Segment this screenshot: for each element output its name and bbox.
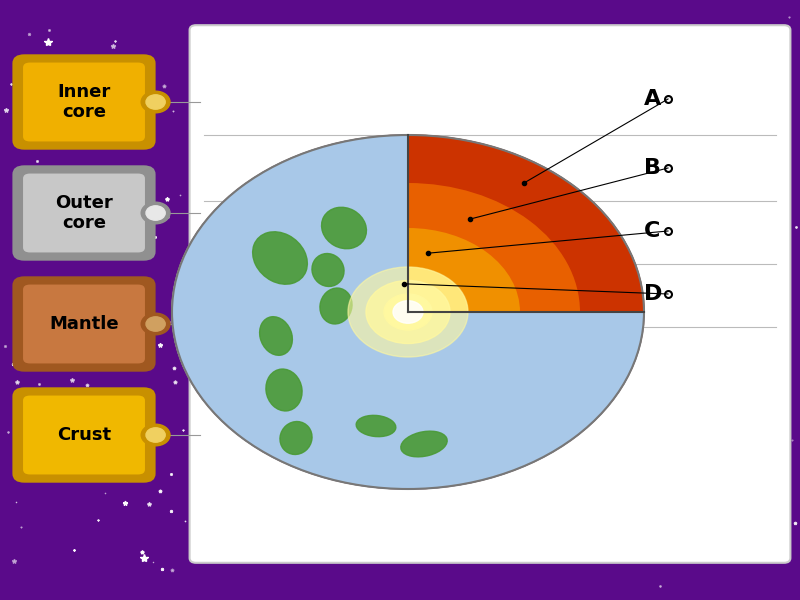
Ellipse shape [280, 422, 312, 454]
FancyBboxPatch shape [22, 395, 146, 475]
Text: Outer
core: Outer core [55, 194, 113, 232]
Ellipse shape [322, 207, 366, 249]
Ellipse shape [266, 369, 302, 411]
FancyBboxPatch shape [22, 173, 146, 253]
Circle shape [393, 301, 423, 323]
Ellipse shape [322, 207, 366, 249]
Circle shape [236, 183, 580, 441]
Wedge shape [408, 183, 580, 312]
Ellipse shape [260, 317, 292, 355]
Text: C: C [644, 221, 660, 241]
Circle shape [172, 135, 644, 489]
Text: Crust: Crust [57, 426, 111, 444]
Ellipse shape [260, 317, 292, 355]
Circle shape [141, 202, 170, 224]
Ellipse shape [280, 422, 312, 454]
Circle shape [141, 91, 170, 113]
Text: Mantle: Mantle [49, 315, 119, 333]
Ellipse shape [253, 232, 307, 284]
Wedge shape [172, 135, 644, 489]
FancyBboxPatch shape [12, 165, 155, 260]
Circle shape [348, 267, 468, 357]
Wedge shape [408, 228, 520, 312]
Ellipse shape [401, 431, 447, 457]
FancyBboxPatch shape [22, 61, 146, 142]
Circle shape [141, 313, 170, 335]
Wedge shape [408, 267, 468, 312]
Text: Inner
core: Inner core [58, 83, 110, 121]
Ellipse shape [320, 288, 352, 324]
Circle shape [146, 206, 165, 220]
Ellipse shape [356, 415, 396, 437]
Circle shape [146, 428, 165, 442]
Circle shape [146, 317, 165, 331]
Ellipse shape [320, 288, 352, 324]
FancyBboxPatch shape [12, 388, 155, 482]
Ellipse shape [356, 415, 396, 437]
Ellipse shape [253, 232, 307, 284]
FancyBboxPatch shape [12, 55, 155, 150]
Circle shape [366, 280, 450, 343]
Circle shape [384, 294, 432, 330]
Ellipse shape [312, 254, 344, 286]
Circle shape [146, 95, 165, 109]
FancyBboxPatch shape [190, 25, 790, 563]
Circle shape [141, 424, 170, 446]
Text: B: B [644, 158, 661, 178]
Wedge shape [408, 135, 644, 312]
Circle shape [172, 135, 644, 489]
FancyBboxPatch shape [22, 283, 146, 364]
Ellipse shape [401, 431, 447, 457]
Circle shape [296, 228, 520, 396]
Text: D: D [644, 284, 662, 304]
FancyBboxPatch shape [12, 276, 155, 371]
Ellipse shape [312, 254, 344, 286]
Circle shape [348, 267, 468, 357]
Text: A: A [644, 89, 662, 109]
Ellipse shape [266, 369, 302, 411]
